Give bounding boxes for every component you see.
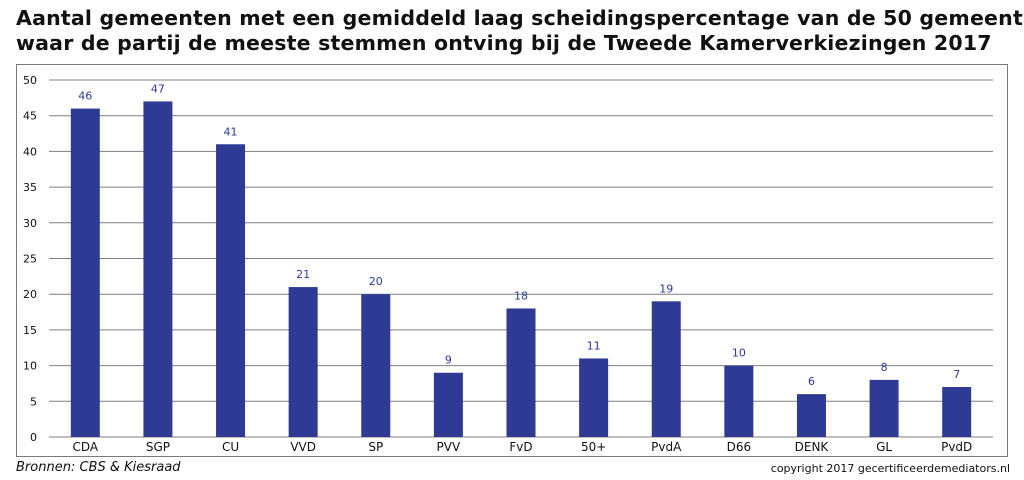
y-tick-label: 40 [23, 145, 37, 158]
bar-cda [70, 108, 100, 437]
x-tick-label: DENK [795, 440, 830, 454]
data-label: 41 [224, 125, 238, 138]
plot-area: 0 5 10 15 20 25 30 35 40 45 50 46 47 41 21 20 9 18 11 19 10… [16, 64, 1008, 457]
x-tick-label: CU [222, 440, 239, 454]
y-tick-label: 5 [30, 395, 37, 408]
data-label: 6 [808, 375, 815, 388]
data-label: 21 [296, 268, 310, 281]
x-tick-label: SGP [146, 440, 170, 454]
data-label: 18 [514, 289, 528, 302]
bar-gl [869, 379, 899, 437]
y-tick-label: 15 [23, 324, 37, 337]
chart-title-line-1: Aantal gemeenten met een gemiddeld laag … [16, 6, 1024, 30]
y-tick-label: 45 [23, 110, 37, 123]
x-tick-label: VVD [290, 440, 316, 454]
y-tick-label: 0 [30, 431, 37, 444]
bar-fvd [506, 308, 536, 437]
bars [70, 101, 972, 438]
bar-sp [361, 294, 391, 437]
y-tick-label: 25 [23, 253, 37, 266]
chart-title-line-2: waar de partij de meeste stemmen ontving… [16, 31, 992, 55]
data-label: 10 [732, 347, 746, 360]
data-label: 11 [587, 339, 601, 352]
data-label: 8 [881, 361, 888, 374]
x-tick-label: PvdA [651, 440, 682, 454]
bar-pvdd [942, 387, 972, 437]
x-axis-ticks: CDA SGP CU VVD SP PVV FvD 50+ PvdA D66 DENK GL PvdD [72, 440, 972, 454]
x-tick-label: PVV [437, 440, 461, 454]
bar-cu [216, 144, 246, 437]
y-axis-ticks: 0 5 10 15 20 25 30 35 40 45 50 [23, 74, 37, 444]
chart-title: Aantal gemeenten met een gemiddeld laag … [16, 6, 1024, 56]
bar-d66 [724, 365, 754, 437]
bar-vvd [288, 287, 318, 437]
x-tick-label: CDA [72, 440, 98, 454]
x-tick-label: D66 [727, 440, 752, 454]
y-tick-label: 50 [23, 74, 37, 87]
data-label: 9 [445, 354, 452, 367]
bar-denk [796, 394, 826, 437]
x-tick-label: SP [368, 440, 383, 454]
gridlines [49, 79, 993, 438]
data-label: 20 [369, 275, 383, 288]
bar-sgp [143, 101, 173, 438]
x-tick-label: 50+ [581, 440, 606, 454]
data-label: 7 [953, 368, 960, 381]
data-label: 46 [78, 90, 92, 103]
copyright-note: copyright 2017 gecertificeerdemediators.… [770, 462, 1010, 475]
data-labels: 46 47 41 21 20 9 18 11 19 10 6 8 7 [78, 82, 960, 388]
x-tick-label: FvD [509, 440, 532, 454]
bar-pvda [651, 301, 681, 437]
data-label: 19 [659, 282, 673, 295]
bar-pvv [433, 372, 463, 437]
y-tick-label: 35 [23, 181, 37, 194]
y-tick-label: 10 [23, 360, 37, 373]
bar-chart: 0 5 10 15 20 25 30 35 40 45 50 46 47 41 21 20 9 18 11 19 10… [23, 74, 993, 454]
bar-50 [579, 358, 609, 437]
y-tick-label: 30 [23, 217, 37, 230]
y-tick-label: 20 [23, 288, 37, 301]
source-note: Bronnen: CBS & Kiesraad [16, 460, 181, 475]
x-tick-label: PvdD [941, 440, 972, 454]
x-tick-label: GL [876, 440, 892, 454]
data-label: 47 [151, 82, 165, 95]
